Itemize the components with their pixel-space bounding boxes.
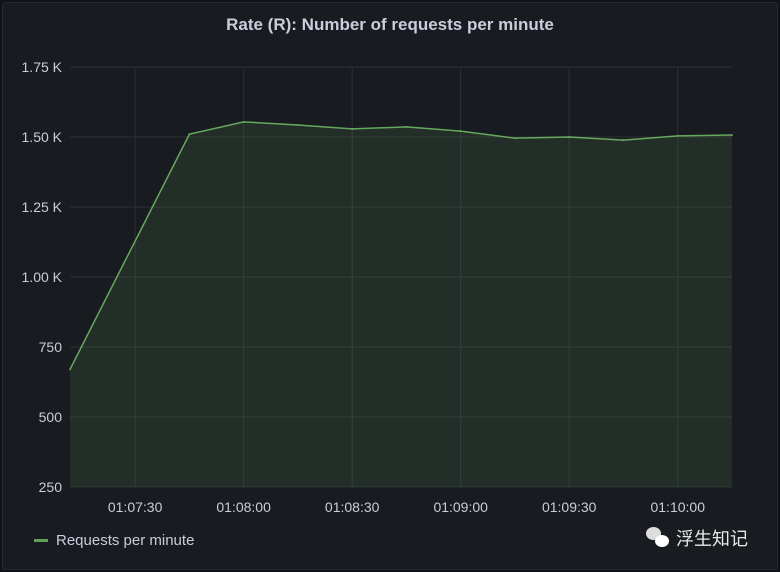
series-line [69, 121, 733, 370]
y-tick-label: 750 [39, 339, 63, 355]
data-point [188, 133, 191, 135]
data-point [514, 137, 516, 139]
watermark: 浮生知记 [646, 525, 748, 551]
y-tick-label: 1.50 K [22, 129, 63, 145]
y-tick-label: 1.00 K [22, 269, 63, 285]
data-point [676, 135, 679, 137]
y-tick-label: 1.25 K [22, 199, 63, 215]
x-tick-label: 01:09:00 [433, 499, 488, 515]
data-point [297, 124, 299, 126]
data-point [242, 121, 245, 123]
data-point [568, 136, 571, 138]
data-point [459, 130, 462, 132]
x-tick-label: 01:10:00 [650, 499, 705, 515]
y-tick-label: 1.75 K [22, 59, 63, 75]
legend-label: Requests per minute [56, 532, 195, 549]
x-tick-label: 01:08:30 [325, 499, 380, 515]
y-tick-label: 500 [39, 409, 63, 425]
legend-swatch [34, 539, 48, 542]
data-point [351, 128, 353, 130]
series-area [70, 121, 732, 488]
legend[interactable]: Requests per minute [34, 532, 194, 549]
data-point [405, 126, 408, 128]
x-tick-label: 01:07:30 [108, 499, 163, 515]
data-point [622, 139, 625, 141]
y-tick-label: 250 [39, 479, 63, 495]
chart-title: Rate (R): Number of requests per minute [226, 15, 554, 34]
data-point [69, 368, 71, 371]
watermark-text: 浮生知记 [676, 529, 748, 549]
data-point [731, 134, 733, 136]
wechat-icon [646, 527, 670, 549]
x-tick-label: 01:08:00 [216, 499, 271, 515]
x-tick-label: 01:09:30 [542, 499, 597, 515]
